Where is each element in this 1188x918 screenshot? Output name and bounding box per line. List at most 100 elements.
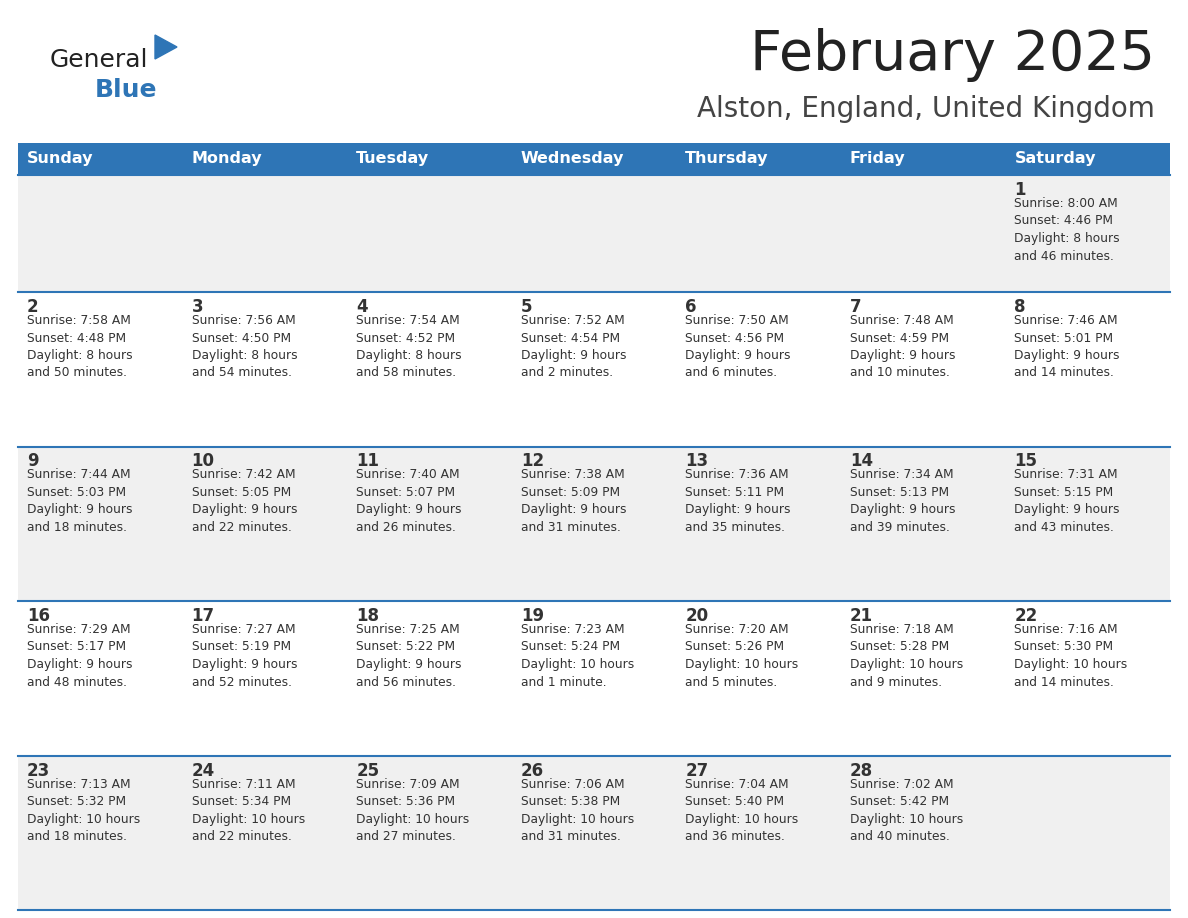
Text: Daylight: 9 hours: Daylight: 9 hours <box>685 503 791 517</box>
Text: Sunrise: 7:04 AM: Sunrise: 7:04 AM <box>685 778 789 790</box>
Text: Daylight: 10 hours: Daylight: 10 hours <box>520 812 634 825</box>
Text: Daylight: 10 hours: Daylight: 10 hours <box>685 812 798 825</box>
Text: Daylight: 8 hours: Daylight: 8 hours <box>1015 232 1120 245</box>
Text: 19: 19 <box>520 607 544 625</box>
Text: Sunset: 4:48 PM: Sunset: 4:48 PM <box>27 331 126 344</box>
Text: Sunset: 5:40 PM: Sunset: 5:40 PM <box>685 795 784 808</box>
Text: Blue: Blue <box>95 78 158 102</box>
Text: Sunrise: 7:29 AM: Sunrise: 7:29 AM <box>27 623 131 636</box>
Text: 20: 20 <box>685 607 708 625</box>
Text: and 58 minutes.: and 58 minutes. <box>356 366 456 379</box>
Text: and 36 minutes.: and 36 minutes. <box>685 830 785 843</box>
Text: and 50 minutes.: and 50 minutes. <box>27 366 127 379</box>
Text: Daylight: 9 hours: Daylight: 9 hours <box>356 503 462 517</box>
Text: 17: 17 <box>191 607 215 625</box>
Text: and 27 minutes.: and 27 minutes. <box>356 830 456 843</box>
Text: Sunrise: 7:52 AM: Sunrise: 7:52 AM <box>520 314 625 327</box>
Text: Sunrise: 7:20 AM: Sunrise: 7:20 AM <box>685 623 789 636</box>
Text: and 39 minutes.: and 39 minutes. <box>849 521 949 534</box>
Text: 26: 26 <box>520 762 544 779</box>
Text: Sunrise: 7:09 AM: Sunrise: 7:09 AM <box>356 778 460 790</box>
Polygon shape <box>154 35 177 59</box>
Bar <box>18 143 183 175</box>
Text: 2: 2 <box>27 298 39 316</box>
Text: Sunset: 5:13 PM: Sunset: 5:13 PM <box>849 486 949 499</box>
Bar <box>18 601 1170 756</box>
Bar <box>676 143 841 175</box>
Text: and 31 minutes.: and 31 minutes. <box>520 830 620 843</box>
Text: Sunset: 5:05 PM: Sunset: 5:05 PM <box>191 486 291 499</box>
Text: Daylight: 10 hours: Daylight: 10 hours <box>849 812 963 825</box>
Text: Daylight: 8 hours: Daylight: 8 hours <box>191 349 297 362</box>
Text: Daylight: 10 hours: Daylight: 10 hours <box>356 812 469 825</box>
Text: Sunset: 5:19 PM: Sunset: 5:19 PM <box>191 641 291 654</box>
Text: Alston, England, United Kingdom: Alston, England, United Kingdom <box>697 95 1155 123</box>
Bar <box>18 175 1170 292</box>
Text: Daylight: 10 hours: Daylight: 10 hours <box>27 812 140 825</box>
Text: and 22 minutes.: and 22 minutes. <box>191 830 291 843</box>
Bar <box>183 143 347 175</box>
Text: and 40 minutes.: and 40 minutes. <box>849 830 949 843</box>
Text: and 54 minutes.: and 54 minutes. <box>191 366 291 379</box>
Text: Sunrise: 7:40 AM: Sunrise: 7:40 AM <box>356 468 460 482</box>
Text: 23: 23 <box>27 762 50 779</box>
Text: 5: 5 <box>520 298 532 316</box>
Text: Sunset: 5:30 PM: Sunset: 5:30 PM <box>1015 641 1113 654</box>
Text: General: General <box>50 48 148 72</box>
Text: and 31 minutes.: and 31 minutes. <box>520 521 620 534</box>
Text: 1: 1 <box>1015 181 1026 199</box>
Text: 9: 9 <box>27 453 39 471</box>
Text: and 35 minutes.: and 35 minutes. <box>685 521 785 534</box>
Text: Sunset: 5:42 PM: Sunset: 5:42 PM <box>849 795 949 808</box>
Text: Saturday: Saturday <box>1015 151 1095 166</box>
Text: Sunrise: 7:50 AM: Sunrise: 7:50 AM <box>685 314 789 327</box>
Text: Sunset: 5:03 PM: Sunset: 5:03 PM <box>27 486 126 499</box>
Text: and 14 minutes.: and 14 minutes. <box>1015 676 1114 688</box>
Text: Daylight: 8 hours: Daylight: 8 hours <box>356 349 462 362</box>
Text: Daylight: 9 hours: Daylight: 9 hours <box>520 503 626 517</box>
Text: Daylight: 10 hours: Daylight: 10 hours <box>1015 658 1127 671</box>
Text: 11: 11 <box>356 453 379 471</box>
Text: 18: 18 <box>356 607 379 625</box>
Text: Daylight: 10 hours: Daylight: 10 hours <box>191 812 305 825</box>
Text: 22: 22 <box>1015 607 1037 625</box>
Text: and 46 minutes.: and 46 minutes. <box>1015 250 1114 263</box>
Text: Sunrise: 7:27 AM: Sunrise: 7:27 AM <box>191 623 295 636</box>
Text: and 5 minutes.: and 5 minutes. <box>685 676 777 688</box>
Text: Daylight: 9 hours: Daylight: 9 hours <box>1015 349 1120 362</box>
Text: Daylight: 10 hours: Daylight: 10 hours <box>685 658 798 671</box>
Text: Sunset: 5:24 PM: Sunset: 5:24 PM <box>520 641 620 654</box>
Text: Sunset: 5:36 PM: Sunset: 5:36 PM <box>356 795 455 808</box>
Text: and 18 minutes.: and 18 minutes. <box>27 521 127 534</box>
Bar <box>841 143 1005 175</box>
Text: and 1 minute.: and 1 minute. <box>520 676 606 688</box>
Text: and 43 minutes.: and 43 minutes. <box>1015 521 1114 534</box>
Text: and 26 minutes.: and 26 minutes. <box>356 521 456 534</box>
Text: Sunrise: 7:34 AM: Sunrise: 7:34 AM <box>849 468 954 482</box>
Text: Daylight: 9 hours: Daylight: 9 hours <box>849 349 955 362</box>
Text: 16: 16 <box>27 607 50 625</box>
Bar <box>1005 143 1170 175</box>
Text: Thursday: Thursday <box>685 151 769 166</box>
Text: Sunset: 5:38 PM: Sunset: 5:38 PM <box>520 795 620 808</box>
Text: Daylight: 9 hours: Daylight: 9 hours <box>520 349 626 362</box>
Text: Sunrise: 7:42 AM: Sunrise: 7:42 AM <box>191 468 295 482</box>
Text: and 14 minutes.: and 14 minutes. <box>1015 366 1114 379</box>
Bar <box>512 143 676 175</box>
Text: Sunset: 4:56 PM: Sunset: 4:56 PM <box>685 331 784 344</box>
Text: 14: 14 <box>849 453 873 471</box>
Text: 6: 6 <box>685 298 697 316</box>
Text: Sunset: 5:01 PM: Sunset: 5:01 PM <box>1015 331 1113 344</box>
Text: and 56 minutes.: and 56 minutes. <box>356 676 456 688</box>
Text: Sunrise: 7:13 AM: Sunrise: 7:13 AM <box>27 778 131 790</box>
Bar <box>18 446 1170 601</box>
Text: Sunset: 4:50 PM: Sunset: 4:50 PM <box>191 331 291 344</box>
Text: Sunrise: 7:16 AM: Sunrise: 7:16 AM <box>1015 623 1118 636</box>
Text: Sunset: 5:17 PM: Sunset: 5:17 PM <box>27 641 126 654</box>
Text: and 22 minutes.: and 22 minutes. <box>191 521 291 534</box>
Text: 24: 24 <box>191 762 215 779</box>
Text: Daylight: 9 hours: Daylight: 9 hours <box>27 658 133 671</box>
Text: Sunset: 5:11 PM: Sunset: 5:11 PM <box>685 486 784 499</box>
Text: and 9 minutes.: and 9 minutes. <box>849 676 942 688</box>
Text: 13: 13 <box>685 453 708 471</box>
